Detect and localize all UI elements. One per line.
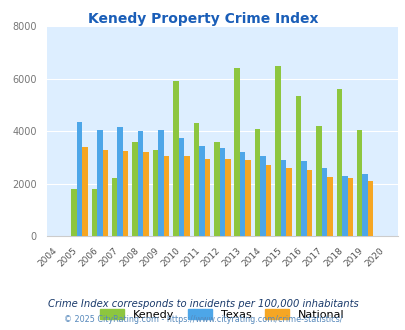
Bar (275, 66, 280, 236)
Bar (356, 130, 362, 236)
Text: Kenedy Property Crime Index: Kenedy Property Crime Index (87, 12, 318, 25)
Bar (265, 165, 271, 236)
Bar (315, 126, 321, 236)
Bar (91, 189, 97, 236)
Bar (117, 127, 123, 236)
Bar (254, 129, 260, 236)
Bar (326, 177, 332, 236)
Bar (219, 148, 224, 236)
Bar (260, 156, 265, 236)
Bar (245, 160, 250, 236)
Bar (239, 152, 245, 236)
Bar (184, 156, 189, 236)
Bar (341, 176, 347, 236)
Bar (193, 123, 198, 236)
Bar (123, 151, 128, 236)
Bar (301, 161, 306, 236)
Text: © 2025 CityRating.com - https://www.cityrating.com/crime-statistics/: © 2025 CityRating.com - https://www.city… (64, 315, 341, 324)
Bar (152, 149, 158, 236)
Bar (163, 156, 169, 236)
Bar (198, 146, 204, 236)
Bar (82, 147, 87, 236)
Bar (280, 160, 286, 236)
Bar (295, 96, 301, 236)
Legend: Kenedy, Texas, National: Kenedy, Texas, National (95, 304, 349, 324)
Bar (77, 122, 82, 236)
Bar (213, 142, 219, 236)
Text: Crime Index corresponds to incidents per 100,000 inhabitants: Crime Index corresponds to incidents per… (47, 299, 358, 309)
Bar (367, 181, 373, 236)
Bar (178, 138, 184, 236)
Bar (306, 171, 311, 236)
Bar (234, 68, 239, 236)
Bar (158, 130, 163, 236)
Bar (132, 142, 138, 236)
Bar (224, 159, 230, 236)
Bar (71, 189, 77, 236)
Bar (204, 159, 210, 236)
Bar (112, 178, 117, 236)
Bar (321, 168, 326, 236)
Bar (138, 131, 143, 236)
Bar (143, 152, 149, 236)
Bar (97, 130, 102, 236)
Bar (286, 168, 291, 236)
Bar (102, 149, 108, 236)
Bar (336, 89, 341, 236)
Bar (173, 82, 178, 236)
Bar (362, 174, 367, 236)
Bar (347, 178, 352, 236)
